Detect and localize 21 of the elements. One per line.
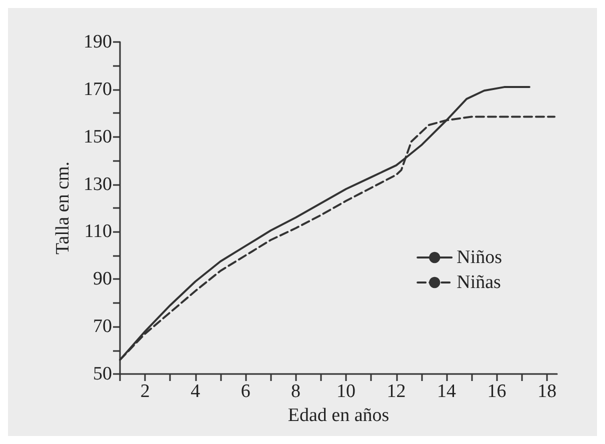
x-tick-label: 6: [240, 381, 250, 402]
y-tick-label: 130: [84, 174, 112, 195]
x-tick-label: 12: [386, 381, 406, 402]
legend-label: Niños: [456, 247, 502, 268]
y-tick-label: 150: [84, 126, 112, 148]
x-tick-label: 18: [537, 381, 556, 402]
x-tick-label: 8: [291, 381, 301, 402]
y-tick-label: 170: [84, 78, 112, 100]
y-tick-label: 50: [93, 364, 112, 384]
y-tick-label: 110: [84, 221, 112, 242]
y-axis-title: Talla en cm.: [52, 161, 74, 255]
x-tick-label: 14: [436, 381, 456, 402]
y-tick-label: 190: [84, 32, 112, 52]
y-tick-label: 90: [93, 268, 112, 290]
x-tick-label: 16: [487, 381, 506, 402]
legend-label: Niñas: [456, 272, 501, 293]
x-tick-label: 2: [140, 381, 150, 402]
y-tick-label: 70: [93, 316, 112, 338]
x-tick-label: 10: [336, 381, 356, 402]
x-axis-title: Edad en años: [288, 404, 390, 426]
x-tick-label: 4: [190, 381, 201, 402]
